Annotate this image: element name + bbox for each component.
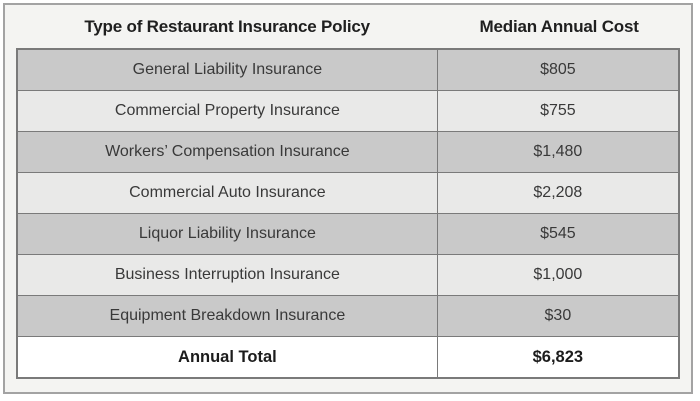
table-row: Workers’ Compensation Insurance $1,480 [18,132,678,173]
cost-value-cell: $30 [544,307,572,324]
policy-name-cell: Liquor Liability Insurance [18,214,438,254]
table-row: Equipment Breakdown Insurance $30 [18,296,678,337]
policy-name-cell: Equipment Breakdown Insurance [18,296,438,336]
total-value-cell: $6,823 [532,347,584,366]
table-row: Commercial Auto Insurance $2,208 [18,173,678,214]
total-label-cell: Annual Total [18,337,438,377]
table-row: Commercial Property Insurance $755 [18,91,678,132]
policy-name-cell: Commercial Auto Insurance [18,173,438,213]
table-total-row: Annual Total $6,823 [18,337,678,377]
insurance-cost-table: General Liability Insurance $805 Commerc… [16,48,680,379]
policy-name-cell: Workers’ Compensation Insurance [18,132,438,172]
column-header-median-cost: Median Annual Cost [479,16,639,36]
policy-name-cell: Commercial Property Insurance [18,91,438,131]
cost-value-cell: $545 [540,225,576,242]
column-header-policy-type: Type of Restaurant Insurance Policy [84,16,370,36]
cost-value-cell: $805 [540,61,576,78]
cost-value-cell: $1,000 [533,266,583,283]
policy-name-cell: Business Interruption Insurance [18,255,438,295]
cost-value-cell: $755 [540,102,576,119]
policy-name-cell: General Liability Insurance [18,50,438,90]
table-header-row: Type of Restaurant Insurance Policy Medi… [16,5,680,48]
table-frame: Type of Restaurant Insurance Policy Medi… [3,3,693,394]
cost-value-cell: $1,480 [533,143,583,160]
cost-value-cell: $2,208 [533,184,583,201]
table-row: General Liability Insurance $805 [18,50,678,91]
table-row: Business Interruption Insurance $1,000 [18,255,678,296]
table-row: Liquor Liability Insurance $545 [18,214,678,255]
